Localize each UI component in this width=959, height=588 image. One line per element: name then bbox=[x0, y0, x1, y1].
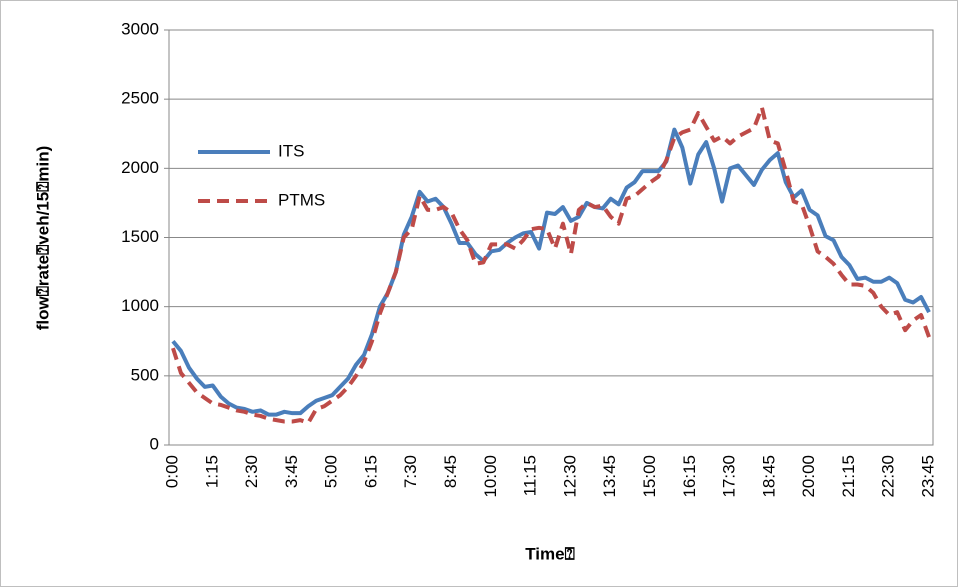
x-tick-label: 6:15 bbox=[361, 455, 380, 488]
x-tick-label: 18:45 bbox=[759, 455, 778, 498]
y-tick-label: 1000 bbox=[121, 296, 159, 315]
x-tick-label: 15:00 bbox=[640, 455, 659, 498]
series-line bbox=[171, 127, 931, 417]
y-tick-label: 2500 bbox=[121, 89, 159, 108]
x-tick-label: 7:30 bbox=[401, 455, 420, 488]
x-tick-label: 13:45 bbox=[600, 455, 619, 498]
x-tick-label: 17:30 bbox=[720, 455, 739, 498]
x-tick-label: 0:00 bbox=[162, 455, 181, 488]
x-axis-title: Time⍰ bbox=[525, 544, 575, 563]
plot-area bbox=[168, 29, 934, 446]
x-tick-label: 10:00 bbox=[481, 455, 500, 498]
x-tick-label: 12:30 bbox=[560, 455, 579, 498]
x-tick-label: 3:45 bbox=[282, 455, 301, 488]
series-line bbox=[171, 105, 931, 425]
y-tick-label: 500 bbox=[131, 365, 159, 384]
x-tick-label: 16:15 bbox=[680, 455, 699, 498]
x-tick-label: 20:00 bbox=[799, 455, 818, 498]
x-tick-label: 1:15 bbox=[202, 455, 221, 488]
y-tick-label: 0 bbox=[150, 434, 159, 453]
y-tick-label: 1500 bbox=[121, 227, 159, 246]
legend-label: ITS bbox=[278, 141, 304, 160]
y-tick-label: 3000 bbox=[121, 19, 159, 38]
y-axis-title: flow⍰rate⍰veh/15⍰min) bbox=[33, 146, 52, 331]
x-tick-label: 11:15 bbox=[521, 455, 540, 496]
x-tick-label: 23:45 bbox=[919, 455, 938, 498]
y-tick-label: 2000 bbox=[121, 158, 159, 177]
legend-label: PTMS bbox=[278, 190, 325, 209]
x-tick-label: 8:45 bbox=[441, 455, 460, 488]
x-tick-label: 5:00 bbox=[322, 455, 341, 488]
x-tick-label: 21:15 bbox=[839, 455, 858, 498]
x-tick-label: 22:30 bbox=[879, 455, 898, 498]
x-tick-label: 2:30 bbox=[242, 455, 261, 488]
